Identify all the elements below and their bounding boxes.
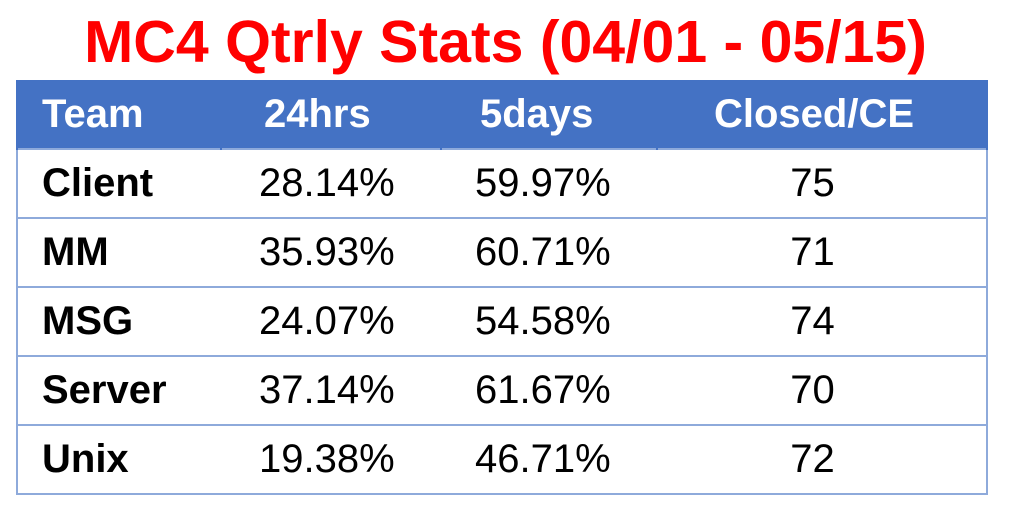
24hrs-cell: 19.38%: [221, 424, 441, 495]
team-cell: MM: [16, 217, 221, 288]
table-header-row: Team 24hrs 5days Closed/CE: [16, 80, 988, 149]
column-header-5days: 5days: [440, 80, 658, 149]
5days-cell: 61.67%: [441, 355, 657, 426]
24hrs-cell: 28.14%: [221, 148, 441, 219]
24hrs-cell: 35.93%: [221, 217, 441, 288]
5days-cell: 60.71%: [441, 217, 657, 288]
team-cell: MSG: [16, 286, 221, 357]
team-cell: Unix: [16, 424, 221, 495]
24hrs-cell: 24.07%: [221, 286, 441, 357]
table-row: Unix 19.38% 46.71% 72: [16, 424, 988, 495]
5days-cell: 46.71%: [441, 424, 657, 495]
team-cell: Client: [16, 148, 221, 219]
page-title: MC4 Qtrly Stats (04/01 - 05/15): [84, 9, 927, 75]
column-header-team: Team: [16, 80, 222, 149]
table-row: MSG 24.07% 54.58% 74: [16, 286, 988, 357]
24hrs-cell: 37.14%: [221, 355, 441, 426]
table-row: Server 37.14% 61.67% 70: [16, 355, 988, 426]
5days-cell: 54.58%: [441, 286, 657, 357]
team-cell: Server: [16, 355, 221, 426]
stats-table: Team 24hrs 5days Closed/CE Client 28.14%…: [16, 80, 988, 495]
5days-cell: 59.97%: [441, 148, 657, 219]
closed-ce-cell: 74: [657, 286, 988, 357]
closed-ce-cell: 72: [657, 424, 988, 495]
column-header-24hrs: 24hrs: [220, 80, 442, 149]
closed-ce-cell: 71: [657, 217, 988, 288]
closed-ce-cell: 70: [657, 355, 988, 426]
closed-ce-cell: 75: [657, 148, 988, 219]
table-row: Client 28.14% 59.97% 75: [16, 148, 988, 219]
column-header-closed-ce: Closed/CE: [656, 80, 988, 149]
table-row: MM 35.93% 60.71% 71: [16, 217, 988, 288]
